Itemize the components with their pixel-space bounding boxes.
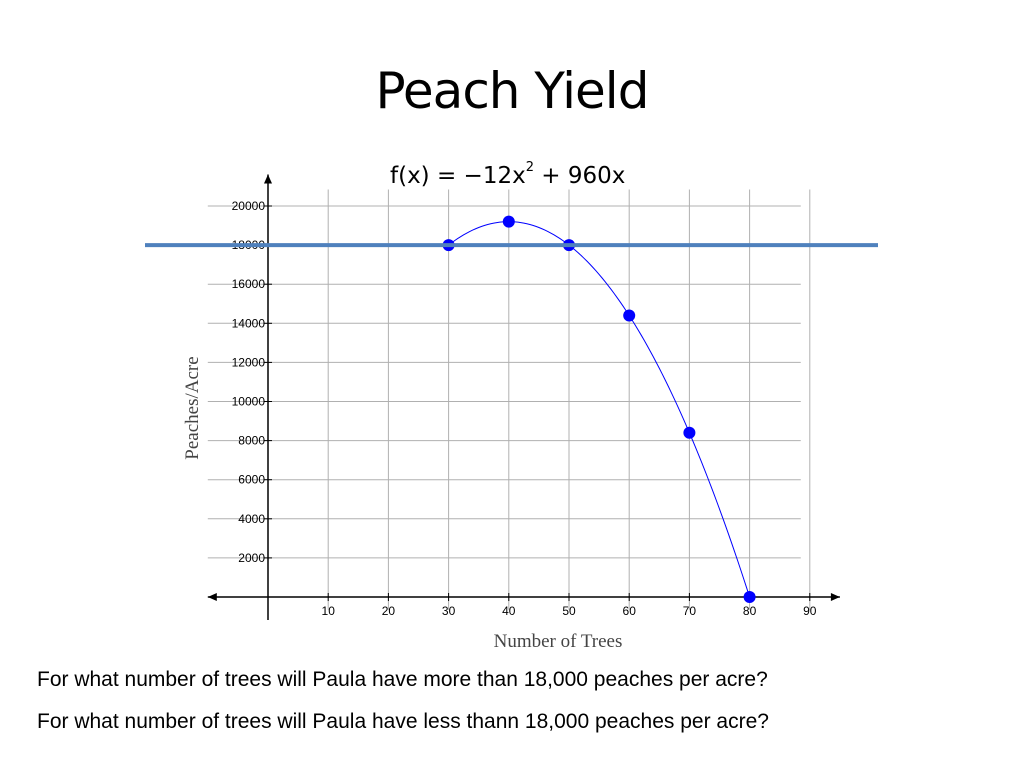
data-point-60 — [623, 309, 636, 322]
slide-title: Peach Yield — [375, 62, 650, 120]
x-tick-label-50: 50 — [562, 604, 576, 618]
x-tick-label-30: 30 — [442, 604, 456, 618]
x-axis-arrow — [830, 593, 840, 601]
data-point-40 — [502, 215, 515, 228]
x-tick-label-90: 90 — [803, 604, 817, 618]
parabola-curve — [448, 221, 751, 598]
question-less-than: For what number of trees will Paula have… — [37, 710, 769, 733]
y-axis-label: Peaches/Acre — [182, 356, 203, 459]
y-tick-label-4000: 4000 — [238, 512, 265, 526]
y-tick-label-14000: 14000 — [232, 316, 266, 330]
y-tick-label-10000: 10000 — [232, 395, 266, 409]
equation-prefix: f(x) = −12x — [390, 163, 526, 189]
x-tick-label-10: 10 — [322, 604, 336, 618]
x-tick-label-70: 70 — [683, 604, 697, 618]
y-tick-label-12000: 12000 — [232, 355, 266, 369]
y-tick-label-8000: 8000 — [238, 434, 265, 448]
y-tick-label-20000: 20000 — [232, 199, 266, 213]
equation-exponent: 2 — [526, 160, 534, 175]
tick-labels: 10 20 30 40 50 60 70 80 90 2000 4000 6000 8000 10000 1… — [232, 199, 817, 618]
data-point-70 — [683, 426, 696, 439]
x-axis-arrow-left — [207, 593, 217, 601]
grid-lines — [207, 189, 811, 610]
peach-yield-chart: 10 20 30 40 50 60 70 80 90 2000 4000 6000 8000 10000 1… — [145, 160, 878, 652]
x-tick-label-20: 20 — [382, 604, 396, 618]
x-tick-label-60: 60 — [623, 604, 637, 618]
chart-equation: f(x) = −12x2 + 960x — [390, 160, 625, 189]
x-tick-label-40: 40 — [502, 604, 516, 618]
y-tick-label-2000: 2000 — [238, 551, 265, 565]
y-axis-arrow — [264, 174, 272, 184]
data-point-80 — [743, 591, 756, 603]
equation-suffix: + 960x — [534, 163, 625, 189]
y-tick-label-6000: 6000 — [238, 473, 265, 487]
question-more-than: For what number of trees will Paula have… — [37, 668, 768, 691]
y-tick-label-16000: 16000 — [232, 277, 266, 291]
x-tick-label-80: 80 — [743, 604, 757, 618]
x-axis-label: Number of Trees — [494, 631, 623, 652]
axes — [207, 174, 840, 620]
